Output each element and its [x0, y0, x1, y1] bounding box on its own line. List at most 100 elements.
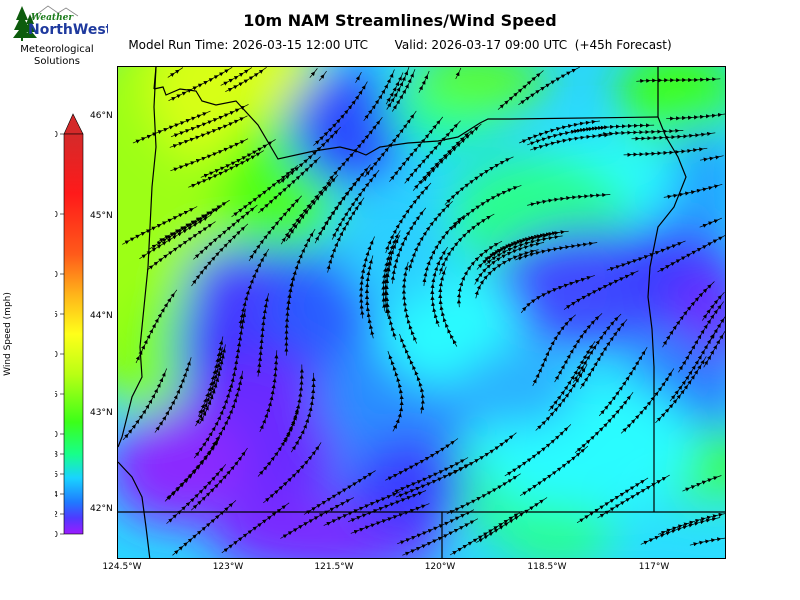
- colorbar-tick-label: 8: [55, 450, 58, 459]
- streamline: [620, 368, 675, 434]
- longitude-label: 123°W: [212, 562, 244, 572]
- wind-speed-patch: [338, 187, 458, 307]
- streamline: [576, 477, 649, 524]
- oregon-washington-border: [153, 86, 659, 160]
- streamline: [399, 333, 425, 414]
- colorbar-tick-label: 0: [55, 530, 58, 539]
- colorbar-label: Wind Speed (mph): [3, 292, 13, 376]
- streamline: [446, 473, 521, 515]
- colorbar-tick-label: 15: [55, 390, 58, 399]
- latitude-label: 46°N: [90, 111, 113, 121]
- state-borders: [118, 67, 725, 558]
- latitude-label: 42°N: [90, 504, 113, 514]
- colorbar-tick-label: 4: [55, 490, 58, 499]
- longitude-label: 117°W: [638, 562, 670, 572]
- streamline: [358, 236, 375, 319]
- streamline: [606, 240, 686, 271]
- longitude-label: 120°W: [424, 562, 456, 572]
- tree-icon: [13, 6, 37, 41]
- streamline: [402, 518, 479, 556]
- chart-subtitle: Model Run Time: 2026-03-15 12:00 UTC Val…: [0, 38, 800, 52]
- streamline: [193, 204, 258, 260]
- streamline: [284, 272, 296, 356]
- wind-speed-patch: [348, 437, 468, 537]
- streamline: [489, 230, 569, 257]
- washington-edge: [153, 67, 157, 90]
- streamline: [563, 270, 639, 310]
- weather-northwest-logo: Weather NorthWest: [8, 4, 113, 68]
- streamline: [530, 133, 613, 151]
- streamline: [313, 81, 368, 146]
- logo-subtitle: Meteorological Solutions: [14, 44, 100, 68]
- streamline: [259, 350, 279, 432]
- streamline: [631, 131, 716, 141]
- streamline: [599, 128, 684, 137]
- colorbar-tick-label: 6: [55, 470, 58, 479]
- streamline: [682, 475, 722, 492]
- streamline: [197, 336, 224, 417]
- wind-speed-patch: [458, 347, 578, 427]
- streamline: [678, 301, 724, 373]
- model-run-time: Model Run Time: 2026-03-15 12:00 UTC: [128, 38, 368, 52]
- streamline: [663, 183, 723, 199]
- streamline: [303, 470, 376, 515]
- streamline: [636, 77, 721, 84]
- map-canvas: [118, 67, 725, 558]
- streamline: [347, 490, 427, 523]
- colorbar-tick-label: 30: [55, 270, 58, 279]
- colorbar-bar: [63, 133, 84, 535]
- oregon-idaho-border: [647, 67, 687, 512]
- streamline: [623, 147, 708, 157]
- streamline: [309, 68, 318, 78]
- streamline: [418, 70, 430, 93]
- coastline-south: [118, 461, 151, 558]
- logo-line-2: Solutions: [34, 56, 80, 67]
- streamline: [430, 246, 448, 328]
- streamline: [666, 112, 725, 121]
- streamline: [385, 182, 432, 254]
- streamline: [699, 217, 723, 228]
- streamline: [320, 164, 371, 233]
- streamline: [170, 138, 249, 172]
- streamline: [172, 500, 237, 556]
- valid-time: Valid: 2026-03-17 09:00 UTC (+45h Foreca…: [394, 38, 672, 52]
- streamline: [657, 512, 725, 535]
- logo-word-main: NorthWest: [28, 22, 108, 38]
- streamline: [554, 313, 603, 383]
- streamline: [412, 129, 472, 191]
- streamline: [699, 155, 724, 162]
- logo-graphic: Weather NorthWest: [13, 5, 113, 41]
- mountain-icon: [31, 5, 79, 19]
- streamline: [422, 214, 465, 286]
- streamline: [386, 67, 410, 110]
- streamline: [257, 404, 300, 477]
- wind-speed-patch: [188, 247, 268, 327]
- streamlines: [122, 67, 725, 556]
- streamline: [703, 331, 725, 368]
- colorbar-extend-arrow: [63, 113, 84, 135]
- streamline: [319, 70, 327, 81]
- streamline: [135, 289, 178, 364]
- colorbar-tick-label: 50: [55, 130, 58, 139]
- streamline: [504, 424, 572, 477]
- streamline: [527, 192, 611, 207]
- colorbar-tick-label: 25: [55, 310, 58, 319]
- wind-speed-map: [117, 66, 726, 559]
- longitude-label: 121.5°W: [314, 562, 354, 572]
- streamline: [391, 457, 469, 494]
- streamline: [256, 293, 269, 377]
- colorbar-tick-label: 10: [55, 430, 58, 439]
- colorbar-tick-label: 2: [55, 510, 58, 519]
- colorbar-ticks: 0 2 4 6 8 10 15 20 25 30 40 50: [55, 130, 64, 539]
- streamline: [190, 447, 248, 511]
- longitude-label: 118.5°W: [527, 562, 567, 572]
- latitude-label: 45°N: [90, 211, 113, 221]
- logo-word-top: Weather: [31, 13, 74, 23]
- streamline: [355, 72, 362, 83]
- colorbar: 0 2 4 6 8 10 15 20 25 30 40 50: [55, 113, 84, 539]
- colorbar-tick-label: 40: [55, 210, 58, 219]
- logo-line-1: Meteorological: [20, 44, 94, 55]
- streamline: [444, 156, 514, 205]
- streamline: [384, 257, 397, 340]
- streamline: [229, 308, 247, 392]
